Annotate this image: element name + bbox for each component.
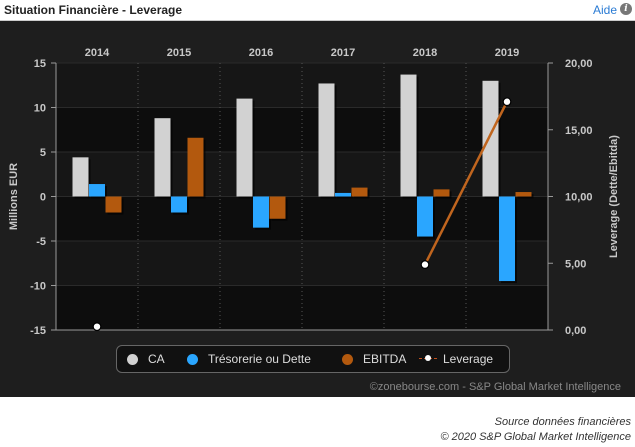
title-bar: Situation Financière - Leverage Aide i xyxy=(0,0,635,21)
legend-swatch-tresorerie xyxy=(187,353,198,365)
bar-ebitda xyxy=(433,189,450,197)
bar-ca xyxy=(482,80,499,197)
footer-source: Source données financières xyxy=(494,416,631,428)
plot-band xyxy=(56,107,548,152)
bar-tresorerie-shadow xyxy=(337,194,353,199)
legend-item-leverage[interactable]: Leverage xyxy=(419,352,493,366)
bar-ebitda xyxy=(187,137,204,197)
bar-tresorerie xyxy=(89,184,105,197)
legend-label-tresorerie: Trésorerie ou Dette xyxy=(208,352,311,366)
legend-swatch-ca xyxy=(127,353,138,365)
x-tick-label: 2014 xyxy=(85,47,110,59)
y-tick-label: 0 xyxy=(40,192,46,204)
x-tick-label: 2019 xyxy=(495,47,519,59)
leverage-line xyxy=(423,101,509,266)
legend-label-ebitda: EBITDA xyxy=(363,352,407,366)
x-tick-label: 2016 xyxy=(249,47,273,59)
help-link[interactable]: Aide xyxy=(592,3,617,17)
x-tick-label: 2015 xyxy=(167,47,191,59)
bar-ca xyxy=(400,74,417,197)
bar-ca xyxy=(72,157,89,197)
y-tick-label: -15 xyxy=(30,325,46,337)
bar-tresorerie xyxy=(171,196,187,213)
bar-ebitda xyxy=(351,187,368,197)
chart-panel: 15 10 5 0 -5 -10 -15 20,00 15,00 10,00 5,00 0,00 201… xyxy=(0,21,635,397)
legend: CA Trésorerie ou Dette EBITDA Leverage xyxy=(116,345,510,373)
y-tick-label: 10 xyxy=(34,103,46,115)
bar-ebitda xyxy=(105,196,122,213)
legend-item-ca[interactable]: CA xyxy=(127,352,165,366)
chart-svg: 15 10 5 0 -5 -10 -15 20,00 15,00 10,00 5,00 0,00 201… xyxy=(8,47,620,337)
y2-tick-label: 15,00 xyxy=(565,125,593,137)
legend-swatch-ebitda xyxy=(342,353,353,365)
bar-ebitda xyxy=(515,192,532,197)
bar-ca xyxy=(154,118,171,197)
y2-axis-title: Leverage (Dette/Ebitda) xyxy=(608,135,620,258)
credit-text: ©zonebourse.com - S&P Global Market Inte… xyxy=(369,381,621,393)
info-icon[interactable]: i xyxy=(620,3,632,15)
bar-tresorerie xyxy=(335,192,351,197)
legend-swatch-leverage xyxy=(419,354,437,364)
leverage-point xyxy=(420,260,430,269)
bar-ebitda xyxy=(269,196,286,219)
leverage-point xyxy=(92,322,102,332)
x-tick-label: 2017 xyxy=(331,47,355,59)
bar-ca xyxy=(318,83,335,197)
y2-tick-label: 20,00 xyxy=(565,58,593,70)
bar-tresorerie xyxy=(253,196,269,228)
legend-label-ca: CA xyxy=(148,352,165,366)
y-tick-label: -10 xyxy=(30,281,46,293)
y2-tick-label: 0,00 xyxy=(565,325,586,337)
footer-copyright: © 2020 S&P Global Market Intelligence xyxy=(440,431,631,443)
bar-tresorerie xyxy=(499,196,515,282)
y-tick-label: 5 xyxy=(40,147,46,159)
legend-item-ebitda[interactable]: EBITDA xyxy=(342,352,406,366)
y2-tick-label: 10,00 xyxy=(565,192,593,204)
leverage-point xyxy=(502,97,512,107)
y-tick-label: 15 xyxy=(34,58,46,70)
y-axis-title: Millions EUR xyxy=(8,163,20,230)
y-tick-label: -5 xyxy=(36,236,46,248)
bar-tresorerie xyxy=(417,196,433,237)
legend-item-tresorerie[interactable]: Trésorerie ou Dette xyxy=(187,352,311,366)
legend-label-leverage: Leverage xyxy=(443,352,494,366)
chart-title: Situation Financière - Leverage xyxy=(4,3,183,17)
bar-ca xyxy=(236,98,253,197)
footer: Source données financières © 2020 S&P Gl… xyxy=(0,397,635,447)
x-tick-label: 2018 xyxy=(413,47,437,59)
y2-tick-label: 5,00 xyxy=(565,258,586,270)
